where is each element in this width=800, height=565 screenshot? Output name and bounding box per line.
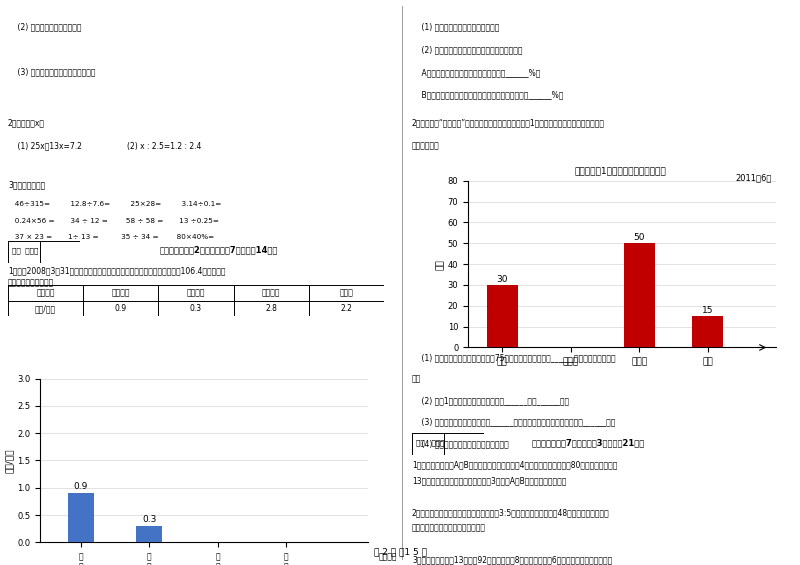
Text: 港漳同胞: 港漳同胞 [111, 289, 130, 298]
Text: (1) 25x－13x=7.2                   (2) x : 2.5=1.2 : 2.4: (1) 25x－13x=7.2 (2) x : 2.5=1.2 : 2.4 [8, 141, 202, 150]
Text: 0.9: 0.9 [74, 482, 88, 491]
Text: 3．蜘蛛和蜂螃共有13只，腳92条（一只蜘蛛8条腿，一只蜂螃6条腿），蜘蛛和蜂螃各有多: 3．蜘蛛和蜂螃共有13只，腳92条（一只蜘蛛8条腿，一只蜂螃6条腿），蜘蛛和蜂螃… [412, 555, 612, 564]
Text: 0.3: 0.3 [190, 304, 202, 313]
Text: 15: 15 [702, 306, 714, 315]
Text: (2) 乙数比甲数少百分之几？: (2) 乙数比甲数少百分之几？ [8, 23, 82, 32]
Text: 柱的体积比第一个多多少立方厚米？: 柱的体积比第一个多多少立方厚米？ [412, 524, 486, 533]
Text: 第 2 页 共1 5 页: 第 2 页 共1 5 页 [374, 547, 426, 557]
Text: 1．甲乙两车分别今A、B两城同时相对开出，经过4小时，甲车行了全程的80％，乙车超过中点: 1．甲乙两车分别今A、B两城同时相对开出，经过4小时，甲车行了全程的80％，乙车… [412, 460, 618, 470]
Text: 它的报名人数如下表：: 它的报名人数如下表： [8, 278, 54, 287]
Text: 人数/万人: 人数/万人 [35, 304, 56, 313]
Y-axis label: 数量: 数量 [436, 259, 445, 270]
Text: A．台湾同胞报名人数大约是港漳同胞的______%。: A．台湾同胞报名人数大约是港漳同胞的______%。 [412, 68, 540, 77]
Text: 六、应用题（共7小题，每题3分，共计21分）: 六、应用题（共7小题，每题3分，共计21分） [531, 438, 645, 447]
Text: 整。: 整。 [412, 375, 422, 384]
Text: 0.24×56 =       34 ÷ 12 =        58 ÷ 58 =       13 ÷0.25=: 0.24×56 = 34 ÷ 12 = 58 ÷ 58 = 13 ÷0.25= [8, 218, 219, 224]
Text: 2011年6月: 2011年6月 [736, 173, 772, 182]
Text: 外国人: 外国人 [339, 289, 354, 298]
Text: 0.9: 0.9 [114, 304, 127, 313]
Text: 计图，如图：: 计图，如图： [412, 141, 440, 150]
Text: (3) 甲数是甲乙两数和的百分之几？: (3) 甲数是甲乙两数和的百分之几？ [8, 68, 95, 77]
Text: 某十字路口1小时内闯红灯情况统计图: 某十字路口1小时内闯红灯情况统计图 [574, 166, 666, 175]
Text: 2.8: 2.8 [266, 304, 277, 313]
Bar [136, 526, 162, 542]
Text: 0.3: 0.3 [142, 515, 157, 524]
Text: (1) 闯红灯的汽车数量是摩托车的75％，闯红灯的摩托车有______辆，将统计图补充完: (1) 闯红灯的汽车数量是摩托车的75％，闯红灯的摩托车有______辆，将统计… [412, 353, 616, 362]
Text: 37 × 23 =       1÷ 13 =          35 ÷ 34 =        80×40%=: 37 × 23 = 1÷ 13 = 35 ÷ 34 = 80×40%= [8, 234, 214, 241]
Text: (3) 闯红灯的行人数量是汽车的______％，闯红灯的汽车数量是电动车的______％。: (3) 闯红灯的行人数量是汽车的______％，闯红灯的汽车数量是电动车的___… [412, 418, 615, 427]
Text: 得分   评卷人: 得分 评卷人 [416, 440, 445, 446]
Bar [487, 285, 518, 347]
Text: 46÷315=         12.8÷7.6=         25×28=         3.14÷0.1=: 46÷315= 12.8÷7.6= 25×28= 3.14÷0.1= [8, 201, 222, 207]
Y-axis label: 人数/万人: 人数/万人 [6, 448, 14, 473]
Text: (1) 根据表里的人数，完成统计图。: (1) 根据表里的人数，完成统计图。 [412, 23, 499, 32]
Text: 人员类别: 人员类别 [378, 552, 397, 561]
Bar [68, 493, 94, 542]
Text: 五、综合题（公2小题，每题点7分，共计14分）: 五、综合题（公2小题，每题点7分，共计14分） [160, 246, 278, 255]
Text: 2．有两个底面半径相等的圆柱，高的比是3:5，第一个圆柱的体积是48立方厚米，第二个圆: 2．有两个底面半径相等的圆柱，高的比是3:5，第一个圆柱的体积是48立方厚米，第… [412, 508, 610, 517]
Text: B．旅居国外的华侨华人比外国人的报名人数多大约______%。: B．旅居国外的华侨华人比外国人的报名人数多大约______%。 [412, 90, 563, 99]
Text: 2．为了创建“文明城市”，交通部门在某个十字路口统计1个小时内闯红灯的情况，制成了统: 2．为了创建“文明城市”，交通部门在某个十字路口统计1个小时内闯红灯的情况，制成… [412, 119, 605, 128]
Text: 华侨华人: 华侨华人 [262, 289, 281, 298]
Text: (4) 看了上面的统计图，你有什么想法？: (4) 看了上面的统计图，你有什么想法？ [412, 439, 509, 448]
Text: (2) 在这1小时内，闯红灯的最多的是______，有______辆。: (2) 在这1小时内，闯红灯的最多的是______，有______辆。 [412, 396, 569, 405]
Text: 台湾同胞: 台湾同胞 [186, 289, 206, 298]
Text: 2.2: 2.2 [341, 304, 352, 313]
Text: 3．直接写得数：: 3．直接写得数： [8, 181, 46, 190]
Text: (2) 求下列百分数。（百分号前保留一位小数）: (2) 求下列百分数。（百分号前保留一位小数） [412, 45, 522, 54]
Text: 30: 30 [497, 275, 508, 284]
Text: 人员类别: 人员类别 [36, 289, 55, 298]
Bar [692, 316, 723, 347]
Text: 13千米，已知甲车比乙车每小时多行3千米，A、B两城相距多少千米？: 13千米，已知甲车比乙车每小时多行3千米，A、B两城相距多少千米？ [412, 476, 566, 485]
Text: 2．求未知数x：: 2．求未知数x： [8, 119, 45, 128]
Text: 1．截止2008年3月31日，报名申请成为北京奥运会志愿者的，除我国大陆的106.4万人外，其: 1．截止2008年3月31日，报名申请成为北京奥运会志愿者的，除我国大陆的106… [8, 267, 226, 276]
Text: 50: 50 [634, 233, 645, 242]
Text: 得分  评卷人: 得分 评卷人 [12, 247, 38, 254]
Bar [624, 244, 654, 347]
